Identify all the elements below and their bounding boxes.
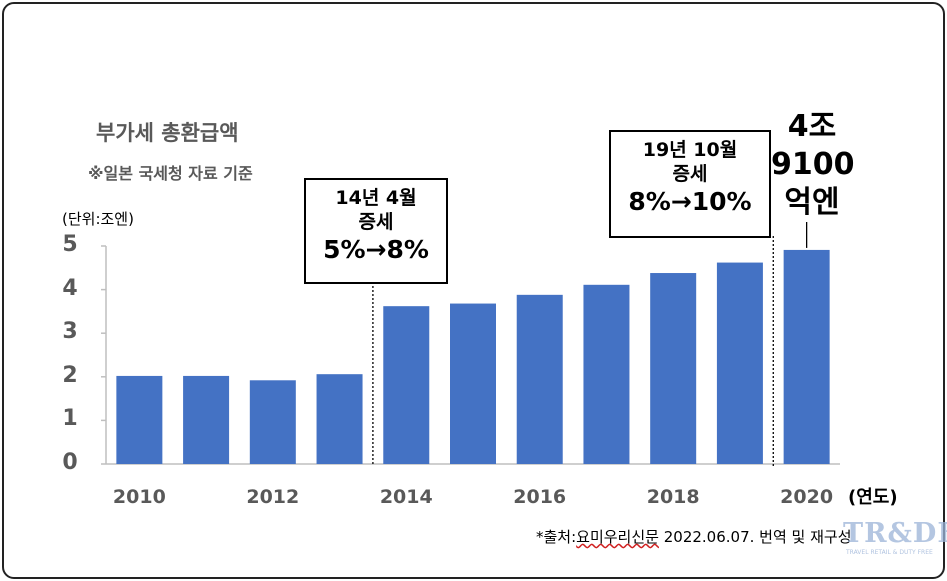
x-axis-unit-label: (연도) bbox=[848, 487, 898, 508]
bar-2014 bbox=[383, 306, 430, 464]
y-tick-label: 4 bbox=[62, 275, 78, 301]
chart-subtitle: ※일본 국세청 자료 기준 bbox=[88, 164, 253, 183]
y-axis-unit-label: (단위:조엔) bbox=[62, 210, 134, 228]
bar-2017 bbox=[583, 284, 630, 464]
bar-2019 bbox=[716, 262, 763, 464]
x-tick-label: 2020 bbox=[780, 486, 834, 508]
source-publisher: 요미우리신문 bbox=[576, 528, 659, 546]
source-details: 2022.06.07. 번역 및 재구성 bbox=[658, 528, 852, 546]
tax-increase-2019-callout: 19년 10월 증세 8%→10% bbox=[609, 130, 771, 238]
x-tick-label: 2010 bbox=[112, 486, 166, 508]
bar-2013 bbox=[316, 374, 363, 464]
value-label-line1: 4조 bbox=[787, 109, 837, 144]
x-tick-label: 2012 bbox=[246, 486, 300, 508]
callout-label: 증세 bbox=[672, 163, 708, 185]
callout-date: 19년 10월 bbox=[642, 139, 738, 161]
watermark-logo: TR&DF bbox=[843, 518, 947, 549]
chart-title: 부가세 총환급액 bbox=[96, 121, 239, 145]
y-tick-label: 1 bbox=[62, 406, 78, 432]
tax-increase-2014-callout: 14년 4월 증세 5%→8% bbox=[304, 178, 448, 284]
value-label-line3: 억엔 bbox=[784, 185, 840, 220]
y-tick-label: 0 bbox=[62, 450, 78, 475]
y-tick-label: 2 bbox=[62, 362, 78, 388]
x-tick-label: 2018 bbox=[646, 486, 700, 508]
bar-2020 bbox=[783, 249, 830, 464]
bar-2018 bbox=[650, 273, 697, 464]
bar-2016 bbox=[516, 294, 563, 464]
watermark-tagline: TRAVEL RETAIL & DUTY FREE bbox=[846, 549, 933, 556]
source-note: *출처:요미우리신문 2022.06.07. 번역 및 재구성 bbox=[536, 526, 852, 547]
value-label-2020: 4조 9100 억엔 bbox=[771, 108, 855, 222]
callout-rate-change: 8%→10% bbox=[628, 187, 752, 216]
y-tick-label: 5 bbox=[62, 232, 78, 257]
x-tick-label: 2014 bbox=[379, 486, 433, 508]
x-tick-label: 2016 bbox=[513, 486, 567, 508]
callout-rate-change: 5%→8% bbox=[323, 235, 429, 264]
value-label-line2: 9100 bbox=[771, 147, 855, 182]
callout-label: 증세 bbox=[358, 211, 394, 233]
callout-date: 14년 4월 bbox=[335, 187, 417, 209]
bar-2010 bbox=[116, 375, 163, 464]
bar-2012 bbox=[249, 380, 296, 464]
bar-2015 bbox=[450, 303, 496, 464]
source-prefix: *출처: bbox=[536, 528, 577, 546]
y-tick-label: 3 bbox=[62, 319, 78, 345]
bar-2011 bbox=[183, 375, 230, 464]
